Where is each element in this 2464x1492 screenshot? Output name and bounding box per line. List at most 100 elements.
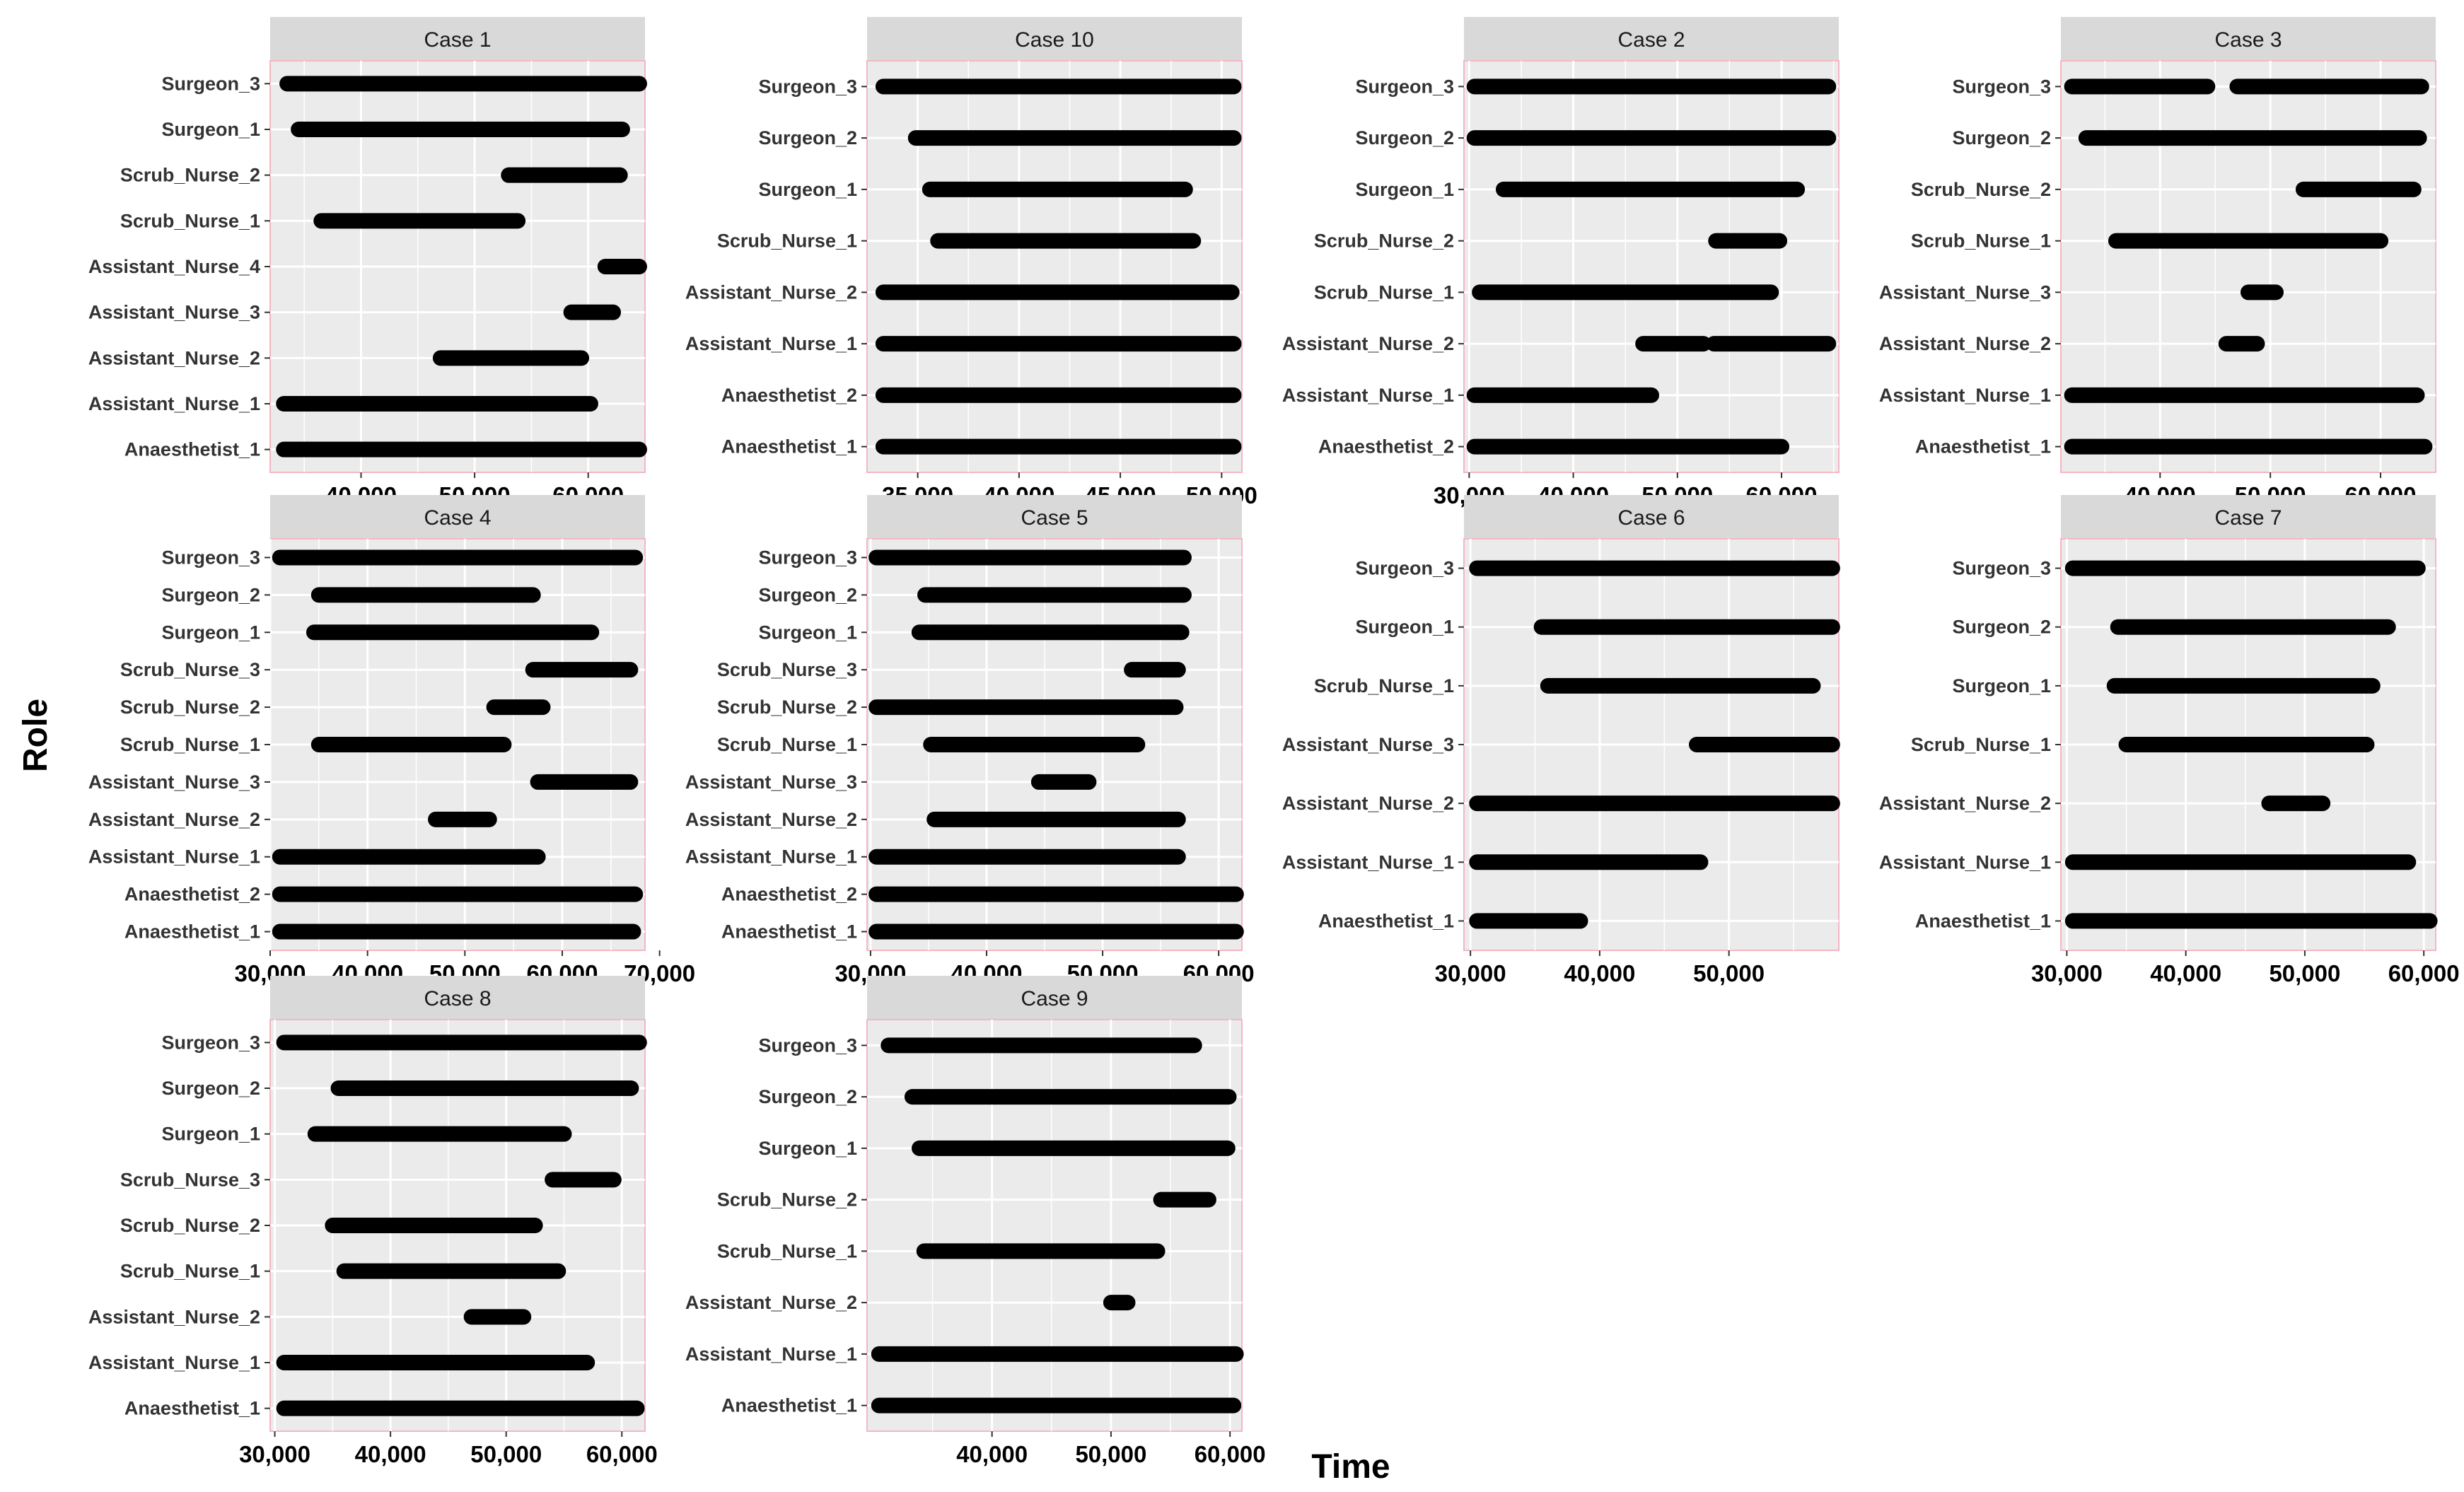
role-label: Assistant_Nurse_2 bbox=[1879, 333, 2051, 354]
y-axis-title: Role bbox=[17, 699, 54, 772]
role-label: Assistant_Nurse_1 bbox=[685, 846, 857, 868]
x-tick-label: 50,000 bbox=[470, 1441, 542, 1467]
role-label: Scrub_Nurse_1 bbox=[717, 734, 857, 755]
role-label: Surgeon_1 bbox=[1355, 617, 1454, 638]
role-label: Surgeon_2 bbox=[161, 1078, 260, 1099]
x-tick-label: 30,000 bbox=[1435, 960, 1506, 986]
role-label: Surgeon_1 bbox=[161, 1124, 260, 1145]
role-label: Anaesthetist_2 bbox=[721, 884, 857, 905]
panel-background bbox=[866, 60, 1243, 473]
facet-panel: Case 8 30,000 40,000 50,000 60,000 Surgeon_3 S… bbox=[88, 976, 658, 1467]
x-tick-label: 30,000 bbox=[2031, 960, 2103, 986]
facet-panel: Case 430,000 40,000 50,000 60,000 70,000Surg… bbox=[88, 495, 695, 986]
role-label: Scrub_Nurse_1 bbox=[1314, 675, 1454, 697]
role-label: Anaesthetist_2 bbox=[124, 884, 260, 905]
role-label: Surgeon_2 bbox=[161, 584, 260, 605]
facet-strip bbox=[270, 17, 645, 61]
facet-panel: Case 230,00040,00050,00060,000Surgeon_3S… bbox=[1282, 17, 1840, 508]
role-label: Anaesthetist_1 bbox=[721, 1395, 857, 1416]
facet-panel: Case 140,00050,00060,000Surgeon_3Surgeon… bbox=[88, 17, 647, 508]
role-label: Anaesthetist_2 bbox=[1318, 436, 1454, 457]
facet-strip bbox=[2061, 495, 2436, 539]
role-label: Assistant_Nurse_1 bbox=[685, 333, 857, 354]
facet-panel: Case 340,00050,00060,000Surgeon_3Surgeon… bbox=[1879, 17, 2436, 508]
role-label: Surgeon_3 bbox=[161, 73, 260, 94]
role-label: Surgeon_1 bbox=[758, 179, 857, 200]
panel-background bbox=[866, 1019, 1243, 1432]
role-label: Anaesthetist_1 bbox=[1915, 910, 2051, 931]
facet-grid: Case 1 40,000 50,000 60,000 Surgeon_3 Surgeon… bbox=[88, 17, 2460, 1467]
facet-title: Case 4 bbox=[424, 506, 491, 530]
facet-title: Case 3 bbox=[2214, 28, 2282, 52]
role-label: Surgeon_3 bbox=[1355, 76, 1454, 97]
role-label: Assistant_Nurse_1 bbox=[1879, 851, 2051, 873]
role-label: Assistant_Nurse_2 bbox=[685, 809, 857, 830]
role-label: Scrub_Nurse_3 bbox=[120, 659, 260, 680]
role-label: Assistant_Nurse_2 bbox=[88, 809, 260, 830]
role-label: Surgeon_2 bbox=[1952, 127, 2051, 148]
role-label: Assistant_Nurse_2 bbox=[685, 281, 857, 303]
role-label: Anaesthetist_2 bbox=[721, 385, 857, 406]
x-axis-title: Time bbox=[1311, 1448, 1390, 1486]
facet-title: Case 2 bbox=[1617, 28, 1685, 52]
role-label: Scrub_Nurse_1 bbox=[1314, 281, 1454, 303]
role-label: Surgeon_3 bbox=[1952, 558, 2051, 579]
role-label: Assistant_Nurse_2 bbox=[1879, 793, 2051, 814]
role-label: Assistant_Nurse_2 bbox=[88, 347, 260, 368]
role-label: Surgeon_3 bbox=[161, 1032, 260, 1053]
x-tick-label: 40,000 bbox=[355, 1441, 426, 1467]
role-label: Scrub_Nurse_2 bbox=[717, 697, 857, 718]
role-label: Anaesthetist_1 bbox=[721, 921, 857, 943]
role-label: Scrub_Nurse_2 bbox=[1314, 231, 1454, 252]
role-label: Scrub_Nurse_3 bbox=[120, 1169, 260, 1190]
role-label: Scrub_Nurse_1 bbox=[1911, 734, 2051, 755]
role-label: Scrub_Nurse_2 bbox=[120, 165, 260, 186]
role-label: Surgeon_3 bbox=[758, 76, 857, 97]
role-label: Surgeon_2 bbox=[758, 1086, 857, 1107]
role-label: Surgeon_1 bbox=[758, 1138, 857, 1159]
x-tick-label: 60,000 bbox=[1195, 1441, 1266, 1467]
role-label: Surgeon_2 bbox=[758, 127, 857, 148]
facet-title: Case 8 bbox=[424, 987, 491, 1010]
facet-strip bbox=[270, 976, 645, 1020]
role-label: Assistant_Nurse_1 bbox=[88, 1352, 260, 1373]
facet-strip bbox=[1464, 17, 1839, 61]
role-label: Assistant_Nurse_3 bbox=[1879, 281, 2051, 303]
role-label: Assistant_Nurse_1 bbox=[1879, 385, 2051, 406]
x-tick-label: 60,000 bbox=[586, 1441, 658, 1467]
role-label: Surgeon_1 bbox=[1355, 179, 1454, 200]
role-label: Assistant_Nurse_2 bbox=[1282, 793, 1454, 814]
facet-title: Case 7 bbox=[2214, 506, 2282, 530]
role-label: Anaesthetist_1 bbox=[124, 439, 260, 460]
x-tick-label: 40,000 bbox=[956, 1441, 1028, 1467]
x-tick-label: 60,000 bbox=[2388, 960, 2460, 986]
role-label: Surgeon_1 bbox=[1952, 675, 2051, 697]
facet-strip bbox=[1464, 495, 1839, 539]
role-label: Assistant_Nurse_1 bbox=[1282, 851, 1454, 873]
facet-panel: Case 9 40,000 50,000 60,000 Surgeon_3 Surgeon… bbox=[685, 976, 1266, 1467]
facet-strip bbox=[2061, 17, 2436, 61]
role-label: Scrub_Nurse_2 bbox=[717, 1189, 857, 1211]
role-label: Scrub_Nurse_1 bbox=[1911, 231, 2051, 252]
role-label: Assistant_Nurse_3 bbox=[685, 771, 857, 793]
role-label: Surgeon_3 bbox=[1355, 558, 1454, 579]
facet-title: Case 5 bbox=[1021, 506, 1088, 530]
role-label: Surgeon_3 bbox=[1952, 76, 2051, 97]
role-label: Surgeon_2 bbox=[758, 584, 857, 605]
role-label: Surgeon_2 bbox=[1952, 617, 2051, 638]
role-label: Scrub_Nurse_1 bbox=[120, 1261, 260, 1282]
role-label: Assistant_Nurse_2 bbox=[685, 1292, 857, 1313]
role-label: Assistant_Nurse_2 bbox=[88, 1306, 260, 1327]
role-label: Assistant_Nurse_1 bbox=[88, 846, 260, 868]
role-label: Scrub_Nurse_1 bbox=[717, 1240, 857, 1261]
x-tick-label: 50,000 bbox=[1075, 1441, 1146, 1467]
facet-strip bbox=[867, 495, 1242, 539]
role-label: Anaesthetist_1 bbox=[721, 436, 857, 457]
role-label: Assistant_Nurse_1 bbox=[1282, 385, 1454, 406]
facet-panel: Case 7 30,000 40,000 50,000 60,000 Surgeon_3 S… bbox=[1879, 495, 2460, 986]
role-label: Scrub_Nurse_2 bbox=[1911, 179, 2051, 200]
panel-background bbox=[1463, 60, 1840, 473]
facet-title: Case 6 bbox=[1617, 506, 1685, 530]
facet-title: Case 9 bbox=[1021, 987, 1088, 1010]
